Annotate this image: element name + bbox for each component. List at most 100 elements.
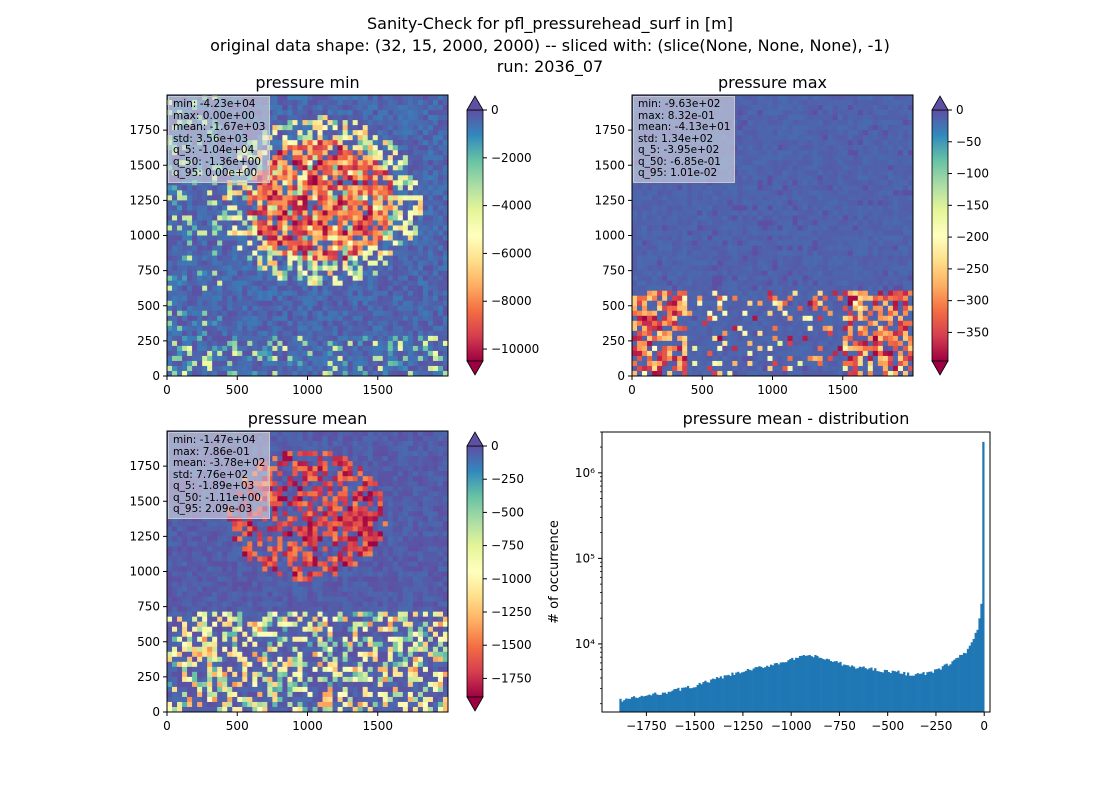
heatmap-cell	[382, 240, 389, 246]
heatmap-cell	[747, 250, 753, 256]
heatmap-cell	[342, 175, 349, 181]
heatmap-cell	[682, 185, 688, 191]
heatmap-cell	[662, 275, 668, 282]
heatmap-cell	[692, 180, 698, 186]
heatmap-cell	[342, 255, 349, 261]
heatmap-cell	[397, 295, 404, 302]
heatmap-cell	[307, 315, 313, 322]
heatmap-cell	[202, 285, 208, 292]
heatmap-cell	[712, 335, 718, 342]
heatmap-cell	[732, 200, 738, 206]
heatmap-cell	[277, 270, 283, 277]
heatmap-cell	[287, 165, 293, 171]
heatmap-cell	[747, 200, 753, 206]
heatmap-cell	[282, 110, 288, 116]
heatmap-cell	[327, 330, 333, 337]
heatmap-cell	[642, 335, 648, 342]
heatmap-cell	[197, 240, 203, 246]
heatmap-cell	[787, 235, 793, 241]
heatmap-cell	[237, 295, 243, 302]
heatmap-cell	[442, 230, 449, 236]
heatmap-cell	[247, 350, 253, 357]
heatmap-cell	[357, 105, 364, 111]
heatmap-cell	[257, 180, 263, 186]
heatmap-cell	[167, 370, 173, 377]
heatmap-cell	[707, 255, 713, 261]
heatmap-cell	[187, 205, 193, 211]
heatmap-cell	[337, 345, 344, 352]
heatmap-cell	[297, 155, 303, 161]
heatmap-cell	[267, 330, 273, 337]
heatmap-cell	[782, 200, 788, 206]
heatmap-cell	[667, 330, 673, 337]
heatmap-cell	[747, 235, 753, 241]
heatmap-cell	[272, 310, 278, 317]
heatmap-cell	[687, 190, 693, 196]
heatmap-cell	[702, 185, 708, 191]
heatmap-cell	[687, 215, 693, 221]
heatmap-cell	[787, 155, 793, 161]
heatmap-cell	[757, 215, 763, 221]
heatmap-cell	[207, 350, 213, 357]
heatmap-cell	[257, 220, 263, 226]
heatmap-cell	[262, 220, 268, 226]
heatmap-cell	[222, 360, 228, 367]
heatmap-cell	[167, 235, 173, 241]
heatmap-cell	[277, 180, 283, 186]
heatmap-cell	[362, 140, 369, 146]
heatmap-cell	[292, 260, 298, 267]
heatmap-cell	[777, 350, 783, 357]
heatmap-cell	[277, 350, 283, 357]
heatmap-cell	[422, 155, 429, 161]
heatmap-cell	[342, 260, 349, 267]
heatmap-cell	[322, 130, 328, 136]
heatmap-cell	[297, 300, 303, 307]
heatmap-cell	[292, 195, 298, 201]
heatmap-cell	[242, 270, 248, 277]
heatmap-cell	[762, 205, 768, 211]
heatmap-cell	[352, 165, 359, 171]
heatmap-cell	[367, 285, 374, 292]
heatmap-cell	[632, 225, 638, 231]
heatmap-cell	[422, 370, 429, 377]
heatmap-cell	[282, 155, 288, 161]
heatmap-cell	[787, 310, 793, 317]
heatmap-cell	[262, 320, 268, 327]
heatmap-cell	[702, 240, 708, 246]
heatmap-cell	[737, 95, 743, 101]
heatmap-cell	[307, 105, 313, 111]
heatmap-cell	[327, 285, 333, 292]
heatmap-cell	[402, 285, 409, 292]
heatmap-cell	[227, 195, 233, 201]
heatmap-cell	[207, 180, 213, 186]
heatmap-cell	[642, 205, 648, 211]
heatmap-cell	[342, 285, 349, 292]
heatmap-cell	[747, 165, 753, 171]
heatmap-cell	[302, 255, 308, 261]
heatmap-cell	[317, 170, 323, 176]
heatmap-cell	[342, 235, 349, 241]
heatmap-cell	[327, 140, 333, 146]
heatmap-cell	[272, 155, 278, 161]
heatmap-cell	[172, 305, 178, 312]
heatmap-cell	[182, 285, 188, 292]
heatmap-cell	[262, 370, 268, 377]
heatmap-cell	[377, 320, 384, 327]
heatmap-cell	[302, 125, 308, 131]
heatmap-cell	[272, 160, 278, 166]
heatmap-cell	[267, 195, 273, 201]
heatmap-cell	[337, 255, 344, 261]
heatmap-cell	[307, 155, 313, 161]
heatmap-cell	[407, 265, 414, 272]
heatmap-cell	[387, 265, 394, 272]
heatmap-cell	[247, 205, 253, 211]
heatmap-cell	[247, 330, 253, 337]
heatmap-cell	[287, 170, 293, 176]
heatmap-cell	[787, 295, 793, 302]
heatmap-cell	[657, 200, 663, 206]
heatmap-cell	[287, 205, 293, 211]
heatmap-cell	[382, 310, 389, 317]
heatmap-cell	[402, 225, 409, 231]
heatmap-cell	[342, 165, 349, 171]
heatmap-cell	[632, 220, 638, 226]
